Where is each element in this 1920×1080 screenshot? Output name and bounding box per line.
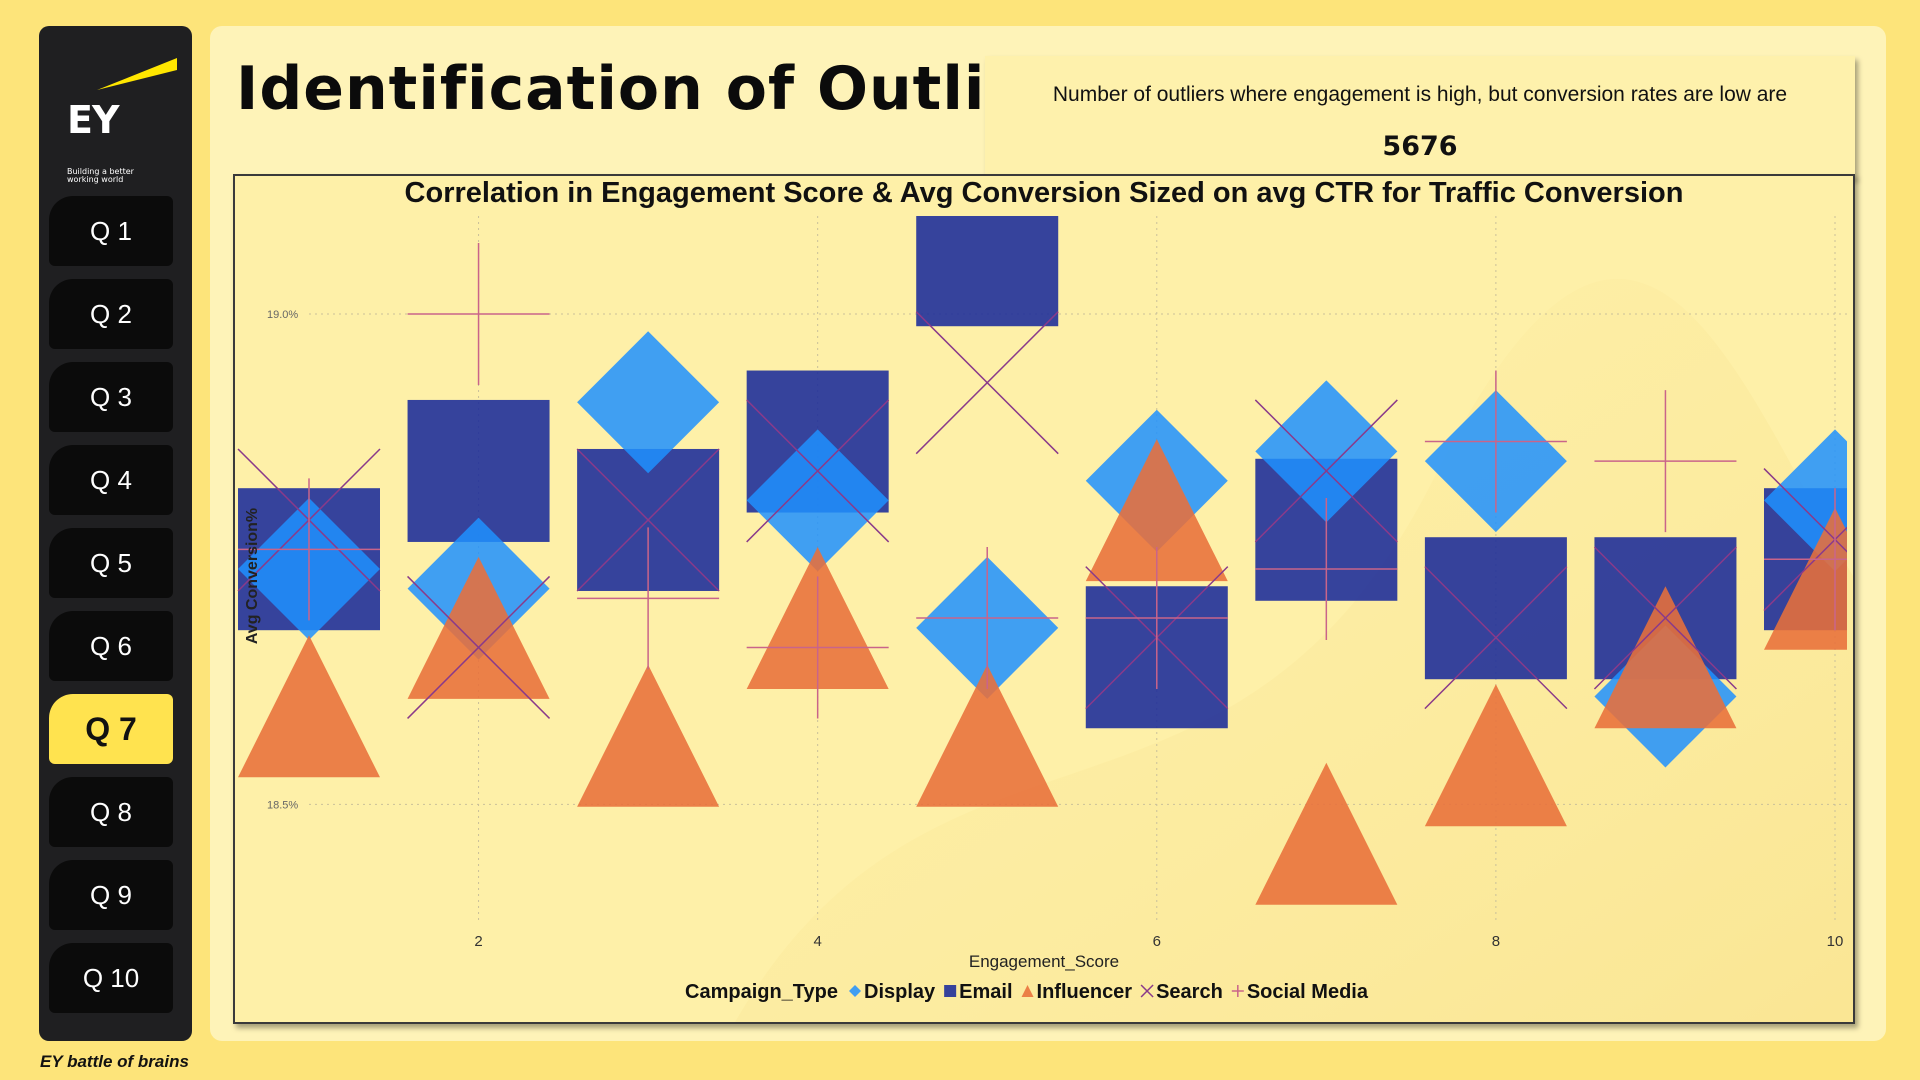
legend-marker [1231,985,1244,997]
search-point [1254,399,1398,543]
logo-tagline: Building a better working world [67,167,134,184]
social-media-point [1594,390,1737,533]
influencer-point [1255,762,1398,905]
legend-item-label: Influencer [1037,981,1133,1003]
footer-caption: EY battle of brains [40,1052,189,1071]
y-tick-label: 18.5% [267,799,298,811]
nav-item-q8[interactable]: Q 8 [49,777,173,847]
social-media-point [746,576,889,719]
logo-beam-icon [97,58,177,90]
influencer-point [238,635,380,778]
search-point [1593,546,1737,690]
main-panel: Identification of Outliers Number of out… [210,26,1886,1041]
influencer-point [1764,507,1847,650]
page-title: Identification of Outliers [236,54,1095,124]
search-point [576,448,720,592]
nav-item-q3[interactable]: Q 3 [49,362,173,432]
nav-item-q6[interactable]: Q 6 [49,611,173,681]
x-tick-label: 2 [474,933,482,950]
legend-marker [944,985,957,997]
nav-item-q7[interactable]: Q 7 [49,694,173,764]
kpi-value: 5676 [1382,131,1458,162]
influencer-point [916,664,1059,807]
nav-item-q10[interactable]: Q 10 [49,943,173,1013]
email-point [1424,537,1567,680]
social-media-point [1764,488,1847,631]
y-tick-label: 19.0% [267,309,298,321]
chart-title: Correlation in Engagement Score & Avg Co… [405,177,1684,209]
legend-item-label: Display [864,981,936,1003]
display-point [577,331,720,474]
legend-title: Campaign_Type [685,981,838,1003]
x-tick-label: 8 [1492,933,1500,950]
kpi-card: Number of outliers where engagement is h… [985,56,1855,178]
x-tick-label: 10 [1827,933,1844,950]
legend-item-label: Email [959,981,1012,1003]
social-media-point [1255,498,1398,640]
x-tick-label: 4 [813,933,821,950]
influencer-point [1424,684,1567,827]
nav-item-q4[interactable]: Q 4 [49,445,173,515]
influencer-point [407,556,550,699]
sidebar: EY Building a better working world Q 1 Q… [39,26,192,1041]
nav-item-q9[interactable]: Q 9 [49,860,173,930]
influencer-point [1085,439,1228,582]
search-point [1424,566,1568,710]
display-point [746,429,889,572]
social-media-point [577,527,720,670]
scatter-chart: Correlation in Engagement Score & Avg Co… [237,177,1853,1022]
chart-legend: Campaign_Type Display Email Influencer Searc… [685,981,1369,1003]
legend-marker [1140,984,1154,998]
x-axis-label: Engagement_Score [969,952,1119,971]
x-tick-label: 6 [1153,933,1161,950]
search-point [746,399,890,543]
nav-item-q5[interactable]: Q 5 [49,528,173,598]
influencer-point [1594,586,1737,729]
legend-item-label: Search [1156,981,1223,1003]
nav-item-q2[interactable]: Q 2 [49,279,173,349]
social-media-point [1424,370,1567,513]
chart-card: Correlation in Engagement Score & Avg Co… [233,174,1855,1024]
search-point [407,575,551,719]
social-media-point [1085,547,1228,690]
social-media-point [407,243,550,386]
y-axis-label: Avg Conversion% [244,508,261,644]
nav-item-q1[interactable]: Q 1 [49,196,173,266]
display-point [1255,380,1398,523]
influencer-point [577,664,720,807]
social-media-point [916,547,1059,690]
legend-marker [849,985,861,997]
social-media-point [238,478,380,621]
kpi-label: Number of outliers where engagement is h… [1052,83,1788,106]
email-point [916,216,1059,327]
ey-logo: EY Building a better working world [67,56,177,186]
legend-marker [1021,985,1034,997]
search-point [915,311,1059,455]
background-wave [735,278,1853,1022]
logo-text: EY [67,98,119,142]
legend-item-label: Social Media [1247,981,1369,1003]
